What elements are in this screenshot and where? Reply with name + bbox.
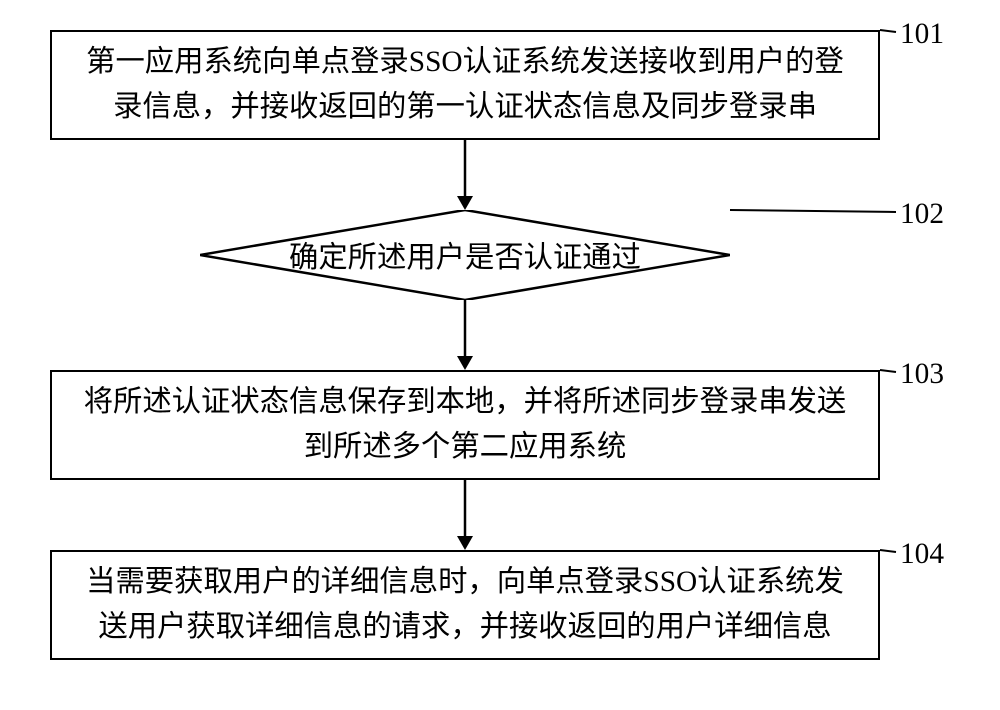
step-4-number: 104 bbox=[900, 538, 944, 571]
step-2-diamond: 确定所述用户是否认证通过 bbox=[200, 210, 730, 300]
step-3-number: 103 bbox=[900, 358, 944, 391]
step-2-text: 确定所述用户是否认证通过 bbox=[289, 234, 641, 276]
step-1-box: 第一应用系统向单点登录SSO认证系统发送接收到用户的登录信息，并接收返回的第一认… bbox=[50, 30, 880, 140]
step-1-text: 第一应用系统向单点登录SSO认证系统发送接收到用户的登录信息，并接收返回的第一认… bbox=[86, 40, 844, 131]
step-4-text: 当需要获取用户的详细信息时，向单点登录SSO认证系统发送用户获取详细信息的请求，… bbox=[86, 560, 844, 651]
step-3-box: 将所述认证状态信息保存到本地，并将所述同步登录串发送到所述多个第二应用系统 bbox=[50, 370, 880, 480]
step-3-text: 将所述认证状态信息保存到本地，并将所述同步登录串发送到所述多个第二应用系统 bbox=[84, 380, 847, 471]
step-1-number: 101 bbox=[900, 18, 944, 51]
flowchart-canvas: 第一应用系统向单点登录SSO认证系统发送接收到用户的登录信息，并接收返回的第一认… bbox=[0, 0, 1000, 710]
step-4-box: 当需要获取用户的详细信息时，向单点登录SSO认证系统发送用户获取详细信息的请求，… bbox=[50, 550, 880, 660]
step-2-number: 102 bbox=[900, 198, 944, 231]
